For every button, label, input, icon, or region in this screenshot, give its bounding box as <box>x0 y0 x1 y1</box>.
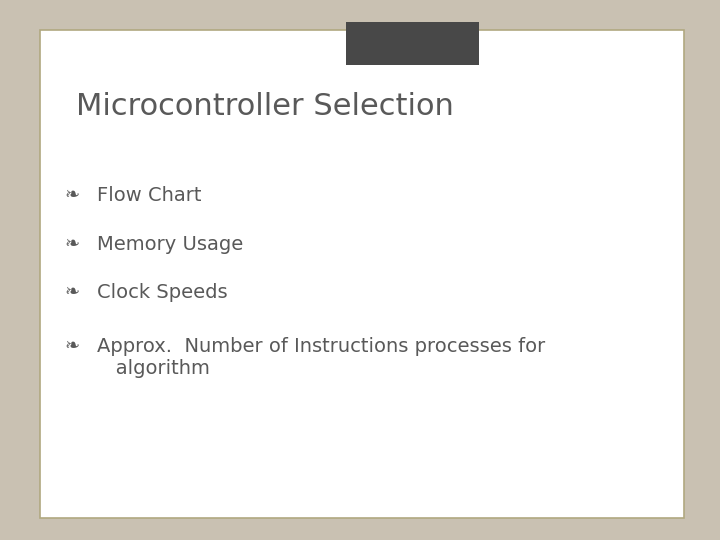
Text: Microcontroller Selection: Microcontroller Selection <box>76 92 454 121</box>
Text: Flow Chart: Flow Chart <box>97 186 202 205</box>
Text: ❧: ❧ <box>65 186 80 204</box>
Text: ❧: ❧ <box>65 284 80 301</box>
FancyBboxPatch shape <box>346 22 479 65</box>
Text: ❧: ❧ <box>65 338 80 355</box>
Text: ❧: ❧ <box>65 235 80 253</box>
FancyBboxPatch shape <box>40 30 684 518</box>
Text: Memory Usage: Memory Usage <box>97 235 243 254</box>
Text: Clock Speeds: Clock Speeds <box>97 284 228 302</box>
Text: Approx.  Number of Instructions processes for
   algorithm: Approx. Number of Instructions processes… <box>97 338 546 379</box>
